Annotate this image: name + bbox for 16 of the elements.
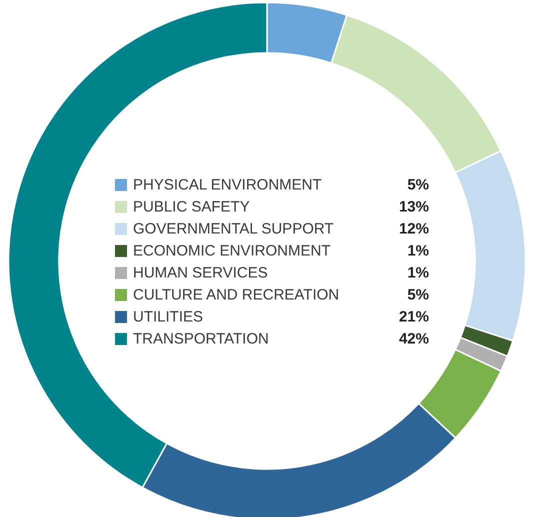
data-label: 42% bbox=[398, 330, 429, 348]
legend-label: UTILITIES bbox=[133, 308, 204, 326]
legend-label: PUBLIC SAFETY bbox=[133, 198, 250, 216]
data-label: 1% bbox=[407, 242, 429, 260]
data-label: 12% bbox=[398, 220, 429, 238]
legend-label: CULTURE AND RECREATION bbox=[133, 286, 340, 304]
data-label: 5% bbox=[407, 286, 429, 304]
legend-label: HUMAN SERVICES bbox=[133, 264, 268, 282]
legend-label: ECONOMIC ENVIRONMENT bbox=[133, 242, 331, 260]
data-label: 13% bbox=[398, 198, 429, 216]
data-label: 21% bbox=[398, 308, 429, 326]
data-label: 1% bbox=[407, 264, 429, 282]
data-label: 5% bbox=[407, 176, 429, 194]
legend-label: PHYSICAL ENVIRONMENT bbox=[133, 176, 322, 194]
legend-label: GOVERNMENTAL SUPPORT bbox=[133, 220, 334, 238]
legend-label: TRANSPORTATION bbox=[133, 330, 269, 348]
